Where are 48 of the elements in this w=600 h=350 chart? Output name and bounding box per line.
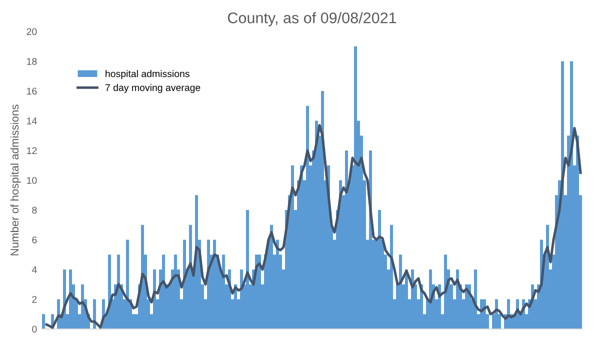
bar	[42, 314, 45, 329]
bar	[213, 240, 216, 329]
y-tick-label: 4	[32, 266, 37, 274]
y-tick-label: 14	[27, 118, 37, 124]
bar	[174, 254, 177, 329]
bar	[465, 284, 468, 329]
bar	[246, 210, 249, 329]
bar	[291, 165, 294, 329]
bar	[456, 270, 459, 329]
bar	[405, 270, 408, 329]
bar	[270, 224, 273, 329]
legend-label: hospital admissions	[106, 70, 190, 80]
bar	[240, 270, 243, 329]
bar	[258, 254, 261, 329]
bar	[378, 210, 381, 329]
y-tick-label: 18	[27, 58, 37, 65]
bar	[546, 224, 549, 329]
bar	[354, 46, 357, 329]
bar	[390, 224, 393, 329]
bar	[81, 284, 84, 329]
y-tick-label: 10	[27, 176, 37, 184]
bar	[126, 240, 129, 329]
bar	[189, 224, 192, 329]
line-series	[45, 124, 582, 329]
y-tick-label: 8	[32, 206, 37, 214]
chart-title: County, as of 09/08/2021	[228, 12, 396, 26]
bar	[474, 270, 477, 329]
bar	[399, 254, 402, 329]
y-tick-label: 6	[32, 236, 37, 244]
bar	[69, 270, 72, 329]
bar	[561, 61, 564, 329]
y-tick-label: 20	[26, 28, 37, 36]
bar	[162, 254, 165, 329]
y-tick-label: 12	[27, 147, 37, 154]
y-tick-label: 0	[32, 326, 37, 333]
bar	[306, 106, 309, 329]
y-tick-label: 16	[27, 88, 37, 95]
bar	[141, 224, 144, 329]
bar	[339, 180, 342, 329]
bar	[222, 254, 225, 329]
bar	[183, 240, 186, 329]
bar	[321, 91, 324, 329]
bar	[444, 254, 447, 329]
y-axis-title: Number of hospital admissions	[10, 104, 21, 256]
legend-label: 7 day moving average	[105, 84, 200, 93]
y-tick-label: 2	[32, 296, 37, 303]
bar	[570, 61, 573, 329]
bar	[117, 254, 120, 329]
